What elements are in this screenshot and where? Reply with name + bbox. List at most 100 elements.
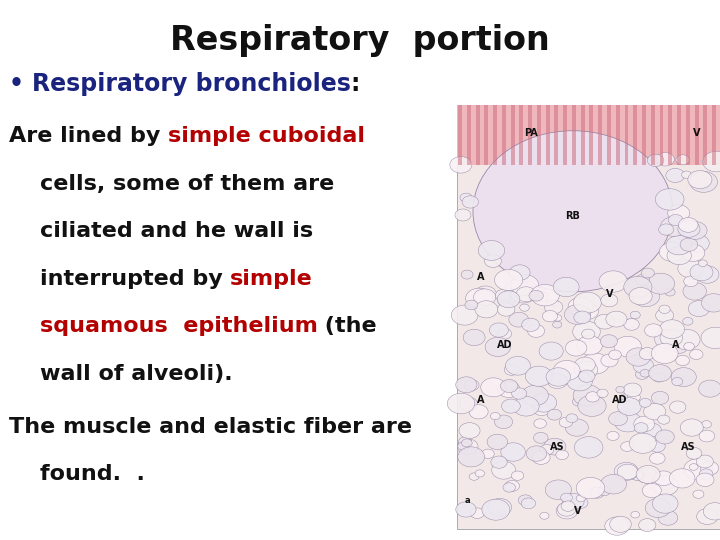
Circle shape — [495, 508, 506, 516]
Circle shape — [526, 366, 552, 386]
Circle shape — [470, 508, 485, 518]
Text: (the: (the — [318, 316, 377, 336]
Circle shape — [698, 260, 707, 267]
Circle shape — [686, 234, 709, 252]
Circle shape — [655, 188, 684, 210]
Circle shape — [458, 442, 469, 450]
Ellipse shape — [473, 131, 672, 292]
Bar — [607, 105, 611, 165]
Text: ciliated and he wall is: ciliated and he wall is — [40, 221, 312, 241]
Bar — [502, 105, 506, 165]
Text: RB: RB — [565, 211, 580, 220]
Circle shape — [642, 483, 662, 498]
Circle shape — [450, 157, 472, 173]
Circle shape — [689, 464, 698, 470]
Circle shape — [600, 335, 618, 348]
Bar — [668, 105, 672, 165]
Circle shape — [598, 486, 611, 496]
Circle shape — [653, 373, 665, 382]
Circle shape — [474, 286, 497, 302]
Circle shape — [654, 329, 681, 349]
Text: simple cuboidal: simple cuboidal — [168, 126, 365, 146]
Circle shape — [572, 397, 584, 406]
Circle shape — [643, 423, 662, 437]
Circle shape — [696, 473, 714, 487]
Circle shape — [660, 329, 683, 346]
Circle shape — [544, 438, 566, 455]
Text: AS: AS — [681, 442, 696, 451]
Circle shape — [667, 205, 690, 221]
Circle shape — [576, 495, 585, 502]
Circle shape — [683, 221, 707, 239]
Circle shape — [635, 274, 649, 285]
Circle shape — [556, 503, 577, 519]
Circle shape — [521, 498, 536, 509]
Bar — [642, 105, 646, 165]
Circle shape — [632, 286, 660, 307]
Circle shape — [546, 368, 570, 386]
Circle shape — [649, 440, 665, 452]
Circle shape — [565, 340, 587, 356]
Circle shape — [684, 276, 698, 287]
Circle shape — [547, 409, 562, 420]
Bar — [590, 105, 593, 165]
Circle shape — [534, 291, 548, 302]
Circle shape — [614, 411, 642, 432]
Circle shape — [595, 314, 614, 329]
Bar — [712, 105, 716, 165]
Circle shape — [630, 470, 644, 481]
Circle shape — [513, 275, 524, 284]
Circle shape — [469, 404, 488, 419]
Circle shape — [561, 493, 572, 502]
Circle shape — [576, 303, 598, 319]
Circle shape — [605, 517, 629, 535]
Circle shape — [521, 386, 549, 406]
Text: Respiratory  portion: Respiratory portion — [170, 24, 550, 57]
Circle shape — [683, 318, 693, 325]
Circle shape — [460, 193, 472, 202]
Circle shape — [647, 154, 664, 166]
Circle shape — [531, 393, 557, 412]
Circle shape — [633, 358, 654, 373]
Circle shape — [626, 348, 650, 366]
Text: V: V — [693, 128, 700, 138]
Circle shape — [487, 434, 508, 449]
Circle shape — [532, 451, 550, 464]
Circle shape — [478, 240, 505, 260]
Circle shape — [672, 329, 700, 350]
Circle shape — [526, 446, 546, 461]
Circle shape — [503, 483, 516, 492]
Text: simple: simple — [230, 268, 313, 289]
Circle shape — [630, 311, 640, 319]
Circle shape — [610, 516, 631, 532]
Bar — [660, 105, 664, 165]
Circle shape — [522, 318, 539, 332]
Circle shape — [687, 269, 701, 280]
Circle shape — [553, 321, 562, 328]
Circle shape — [696, 266, 719, 284]
Circle shape — [573, 292, 601, 313]
Circle shape — [660, 242, 685, 261]
Bar — [537, 105, 541, 165]
Bar — [510, 105, 515, 165]
Circle shape — [693, 490, 704, 498]
Circle shape — [624, 276, 652, 298]
Circle shape — [529, 291, 544, 301]
Circle shape — [562, 493, 584, 510]
Circle shape — [652, 343, 678, 363]
Text: A: A — [672, 340, 679, 350]
Circle shape — [608, 411, 627, 426]
Circle shape — [699, 430, 715, 442]
Circle shape — [667, 246, 691, 265]
Circle shape — [670, 469, 695, 488]
Circle shape — [456, 502, 476, 517]
Circle shape — [684, 458, 712, 480]
Text: The muscle and elastic fiber are: The muscle and elastic fiber are — [9, 416, 412, 437]
Circle shape — [554, 361, 580, 381]
Circle shape — [688, 301, 710, 316]
Circle shape — [485, 255, 501, 267]
Circle shape — [510, 284, 536, 303]
Bar — [493, 105, 497, 165]
Circle shape — [557, 502, 576, 516]
Bar — [616, 105, 620, 165]
